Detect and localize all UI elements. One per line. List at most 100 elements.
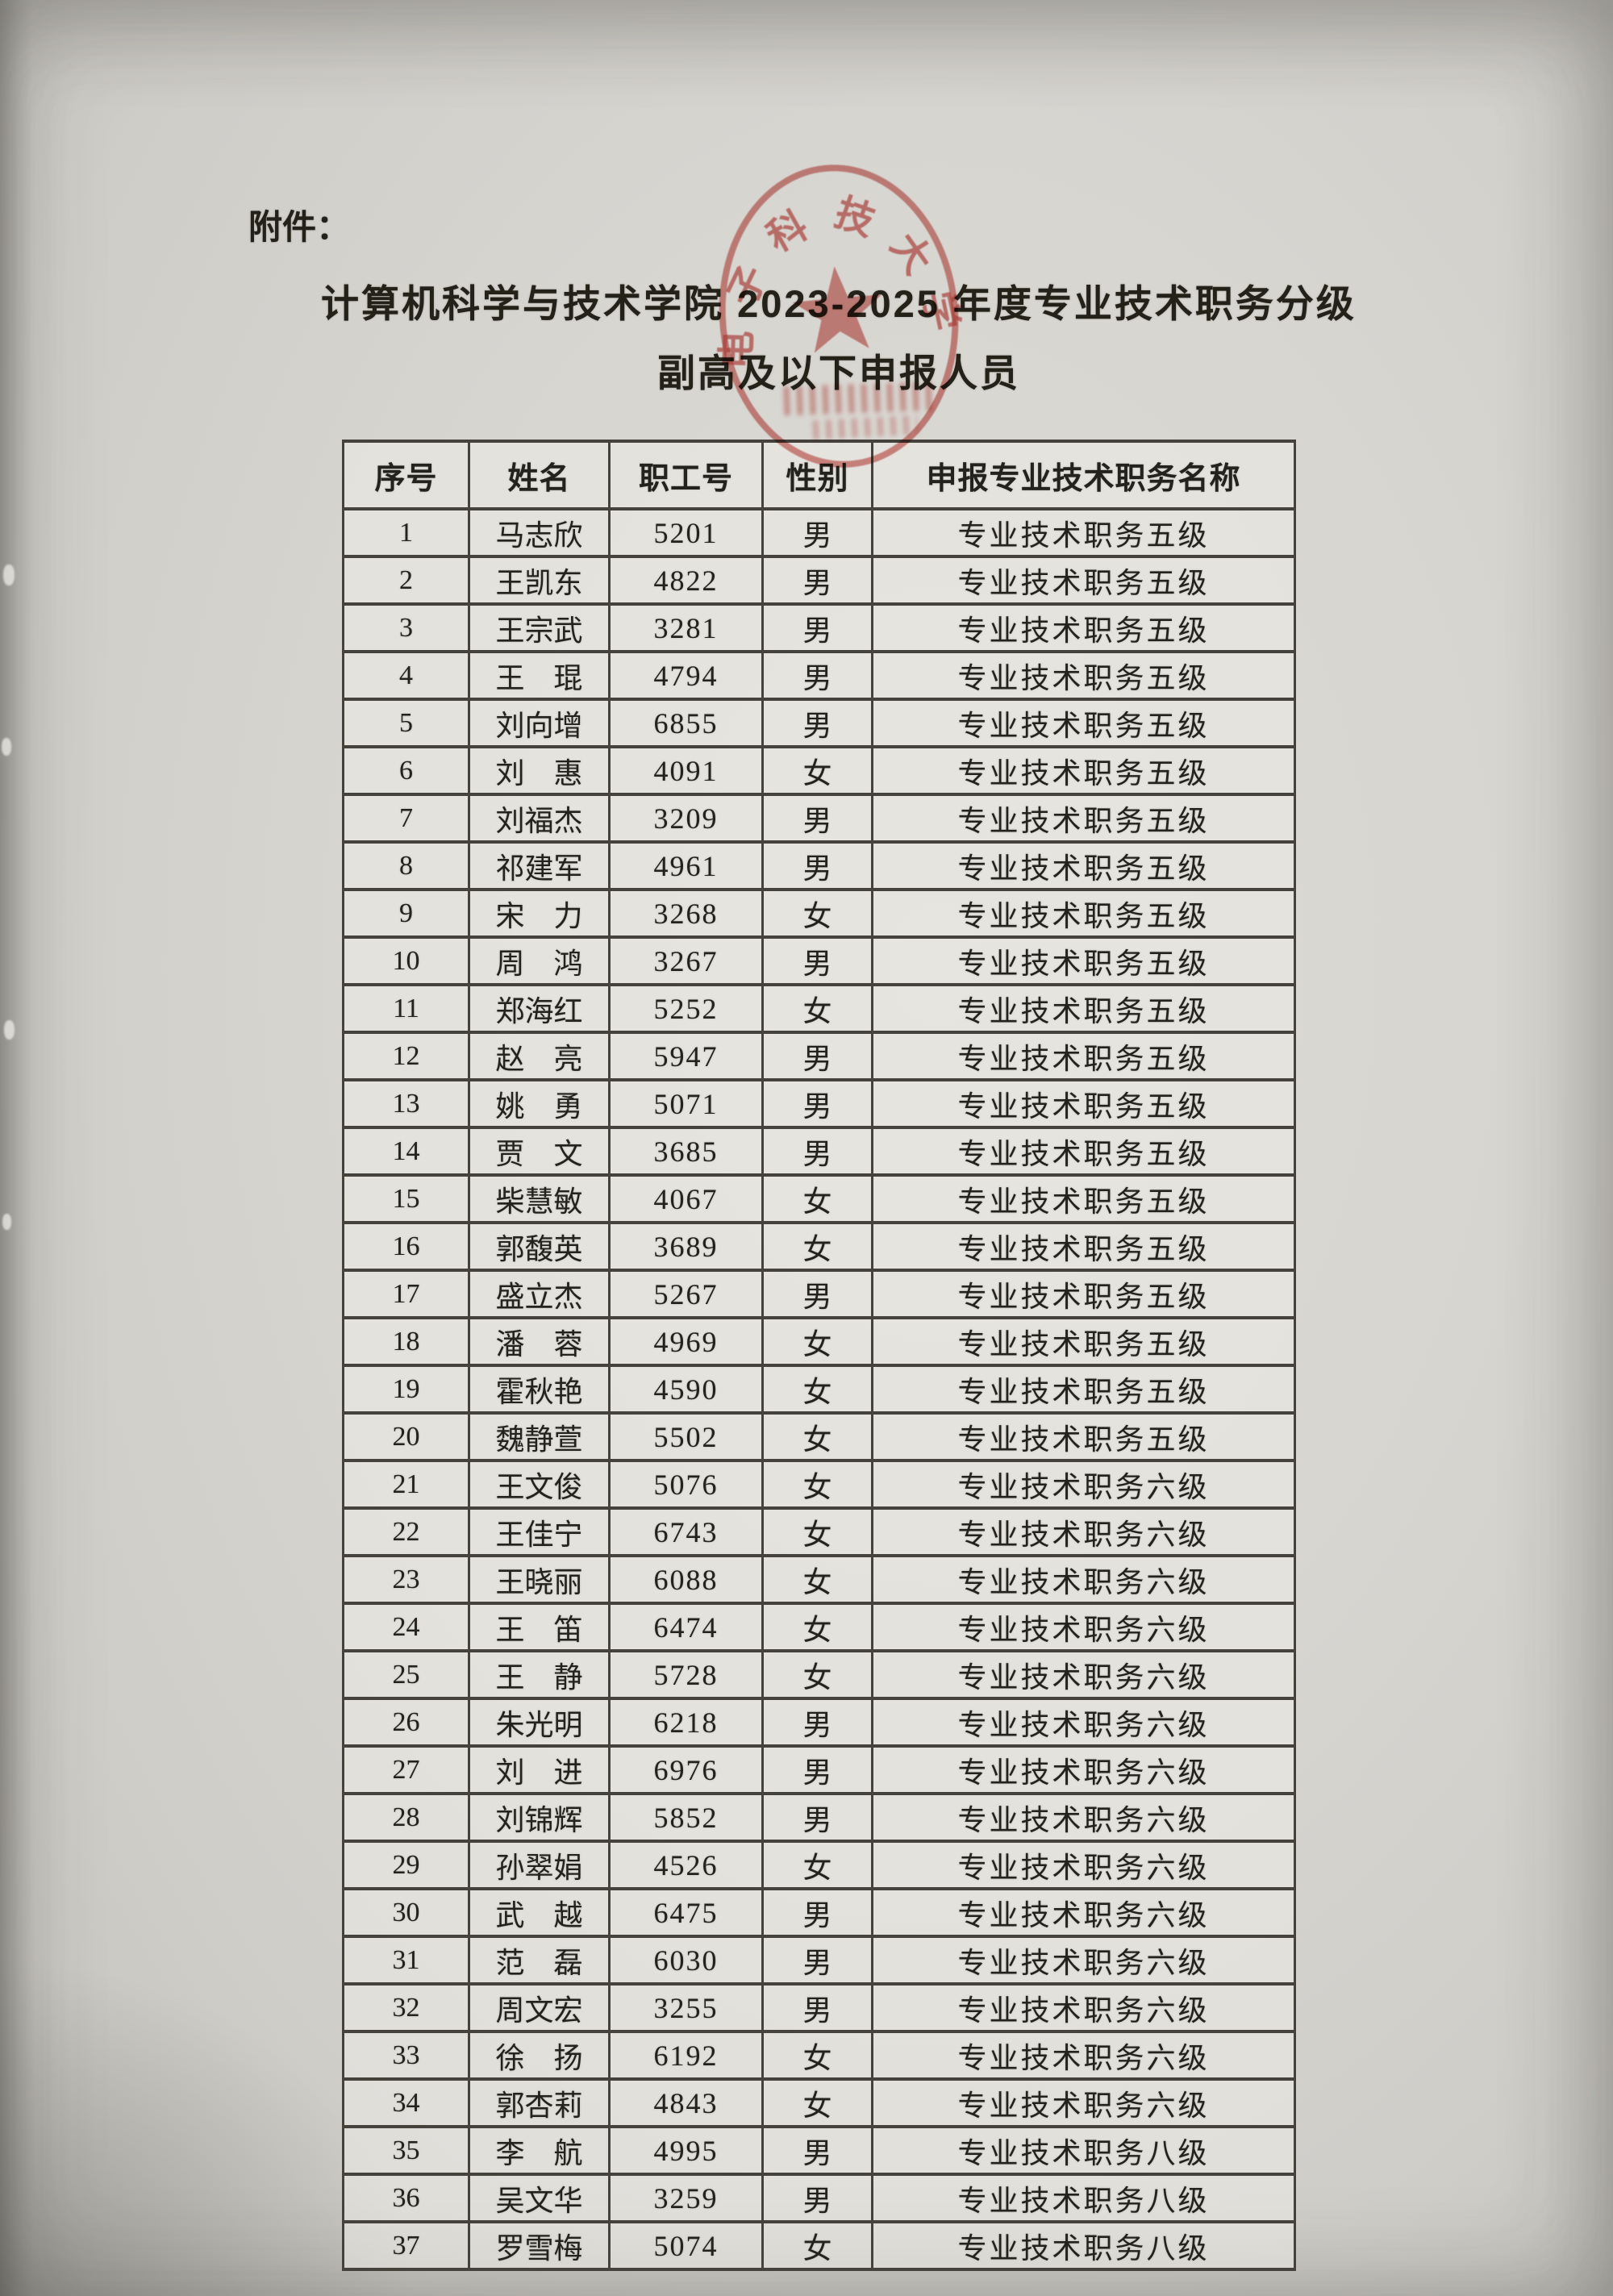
index-cell: 26 <box>342 1697 470 1748</box>
index-cell: 10 <box>342 935 470 986</box>
gender-cell: 男 <box>761 650 873 701</box>
employee-id-cell: 4091 <box>608 745 764 796</box>
employee-id-cell: 3255 <box>608 1982 764 2033</box>
index-cell: 37 <box>342 2220 470 2271</box>
index-cell: 17 <box>342 1269 470 1319</box>
column-header: 姓名 <box>468 440 611 510</box>
table-row: 23 王晓丽 6088 女专业技术职务六级 <box>342 1554 1296 1605</box>
table-row: 32 周文宏 3255 男专业技术职务六级 <box>342 1982 1296 2033</box>
gender-cell: 女 <box>761 983 873 1034</box>
index-cell: 4 <box>342 650 470 701</box>
name-cell: 王凯东 <box>468 555 611 606</box>
table-row: 2 王凯东 4822 男专业技术职务五级 <box>342 555 1296 606</box>
name-cell: 徐 扬 <box>468 2030 611 2081</box>
name-cell: 刘 进 <box>468 1744 611 1795</box>
gender-cell: 男 <box>761 1744 873 1795</box>
name-cell: 罗雪梅 <box>468 2220 611 2271</box>
name-cell: 刘锦辉 <box>468 1792 611 1843</box>
gender-cell: 男 <box>761 1935 873 1986</box>
employee-id-cell: 6218 <box>608 1697 764 1748</box>
position-cell: 专业技术职务六级 <box>871 1887 1296 1938</box>
gender-cell: 女 <box>761 2220 873 2271</box>
table-row: 26 朱光明 6218 男专业技术职务六级 <box>342 1697 1296 1748</box>
table-row: 17 盛立杰 5267 男专业技术职务五级 <box>342 1269 1296 1319</box>
gender-cell: 女 <box>761 888 873 939</box>
index-cell: 21 <box>342 1459 470 1510</box>
index-cell: 20 <box>342 1411 470 1462</box>
table-row: 36 吴文华 3259 男专业技术职务八级 <box>342 2173 1296 2223</box>
gender-cell: 女 <box>761 2077 873 2128</box>
position-cell: 专业技术职务五级 <box>871 1316 1296 1367</box>
table-row: 35 李 航 4995 男专业技术职务八级 <box>342 2125 1296 2176</box>
applicants-table: 序号 姓名 职工号 性别 申报专业技术职务名称 1 马志欣 5201 男专业技术职务五级 2 王凯… <box>342 440 1296 2271</box>
gender-cell: 女 <box>761 1411 873 1462</box>
position-cell: 专业技术职务八级 <box>871 2173 1296 2223</box>
employee-id-cell: 3209 <box>608 793 764 844</box>
employee-id-cell: 6474 <box>608 1602 764 1652</box>
index-cell: 23 <box>342 1554 470 1605</box>
employee-id-cell: 5252 <box>608 983 764 1034</box>
table-row: 14 贾 文 3685 男专业技术职务五级 <box>342 1126 1296 1177</box>
position-cell: 专业技术职务五级 <box>871 840 1296 891</box>
table-row: 13 姚 勇 5071 男专业技术职务五级 <box>342 1078 1296 1129</box>
position-cell: 专业技术职务六级 <box>871 1935 1296 1986</box>
position-cell: 专业技术职务五级 <box>871 793 1296 844</box>
position-cell: 专业技术职务五级 <box>871 1364 1296 1415</box>
employee-id-cell: 4969 <box>608 1316 764 1367</box>
employee-id-cell: 3259 <box>608 2173 764 2223</box>
table-row: 8 祁建军 4961 男专业技术职务五级 <box>342 840 1296 891</box>
table-row: 7 刘福杰 3209 男专业技术职务五级 <box>342 793 1296 844</box>
name-cell: 姚 勇 <box>468 1078 611 1129</box>
gender-cell: 男 <box>761 1697 873 1748</box>
table-row: 28 刘锦辉 5852 男专业技术职务六级 <box>342 1792 1296 1843</box>
name-cell: 范 磊 <box>468 1935 611 1986</box>
gender-cell: 男 <box>761 2173 873 2223</box>
index-cell: 34 <box>342 2077 470 2128</box>
gender-cell: 女 <box>761 2030 873 2081</box>
column-header: 职工号 <box>608 440 764 510</box>
column-header: 申报专业技术职务名称 <box>871 440 1296 510</box>
position-cell: 专业技术职务五级 <box>871 1078 1296 1129</box>
index-cell: 33 <box>342 2030 470 2081</box>
name-cell: 郭馥英 <box>468 1221 611 1272</box>
table-body: 1 马志欣 5201 男专业技术职务五级 2 王凯东 4822 男专业技术职务五级 3 王宗武 32… <box>342 507 1296 2271</box>
position-cell: 专业技术职务八级 <box>871 2125 1296 2176</box>
index-cell: 7 <box>342 793 470 844</box>
column-header: 序号 <box>342 440 470 510</box>
name-cell: 贾 文 <box>468 1126 611 1177</box>
index-cell: 27 <box>342 1744 470 1795</box>
index-cell: 29 <box>342 1840 470 1890</box>
table-row: 11 郑海红 5252 女专业技术职务五级 <box>342 983 1296 1034</box>
employee-id-cell: 3281 <box>608 602 764 653</box>
name-cell: 刘向增 <box>468 698 611 748</box>
table-row: 37 罗雪梅 5074 女专业技术职务八级 <box>342 2220 1296 2271</box>
employee-id-cell: 5201 <box>608 507 764 558</box>
employee-id-cell: 6088 <box>608 1554 764 1605</box>
gender-cell: 女 <box>761 745 873 796</box>
table-row: 3 王宗武 3281 男专业技术职务五级 <box>342 602 1296 653</box>
name-cell: 李 航 <box>468 2125 611 2176</box>
position-cell: 专业技术职务五级 <box>871 1269 1296 1319</box>
index-cell: 19 <box>342 1364 470 1415</box>
table-row: 18 潘 蓉 4969 女专业技术职务五级 <box>342 1316 1296 1367</box>
name-cell: 刘福杰 <box>468 793 611 844</box>
index-cell: 5 <box>342 698 470 748</box>
stamp-star-icon <box>793 266 882 353</box>
position-cell: 专业技术职务五级 <box>871 745 1296 796</box>
gender-cell: 男 <box>761 793 873 844</box>
employee-id-cell: 6030 <box>608 1935 764 1986</box>
table-row: 19 霍秋艳 4590 女专业技术职务五级 <box>342 1364 1296 1415</box>
scan-artifact <box>3 565 15 585</box>
position-cell: 专业技术职务五级 <box>871 1221 1296 1272</box>
employee-id-cell: 5502 <box>608 1411 764 1462</box>
scan-artifact <box>2 738 11 756</box>
position-cell: 专业技术职务五级 <box>871 1173 1296 1224</box>
name-cell: 孙翠娟 <box>468 1840 611 1890</box>
employee-id-cell: 5728 <box>608 1649 764 1700</box>
employee-id-cell: 4526 <box>608 1840 764 1890</box>
index-cell: 28 <box>342 1792 470 1843</box>
gender-cell: 女 <box>761 1316 873 1367</box>
page-left-edge-shadow <box>0 0 32 2296</box>
employee-id-cell: 5071 <box>608 1078 764 1129</box>
